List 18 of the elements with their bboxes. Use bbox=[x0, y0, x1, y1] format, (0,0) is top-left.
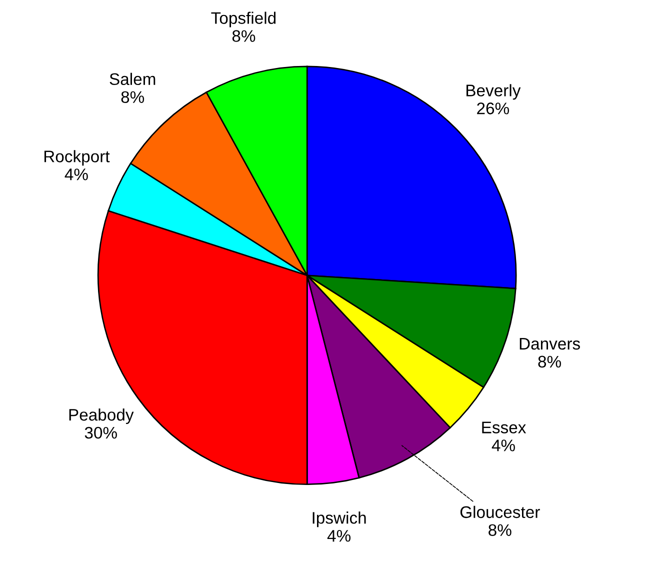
data-label: 4% bbox=[64, 168, 88, 180]
data-label: 4% bbox=[492, 440, 515, 452]
slice-label: Gloucester bbox=[460, 506, 540, 518]
data-label: 26% bbox=[477, 102, 510, 114]
slice-label: Peabody bbox=[69, 408, 134, 424]
data-label: 30% bbox=[84, 426, 117, 439]
slice-label: Topsfield bbox=[211, 12, 276, 28]
data-label: 8% bbox=[232, 30, 256, 42]
slice-label: Salem bbox=[110, 72, 156, 86]
slice-label: Ipswich bbox=[312, 512, 366, 528]
data-label: 8% bbox=[538, 356, 561, 368]
data-label: 4% bbox=[327, 530, 351, 542]
data-label: 8% bbox=[121, 91, 144, 104]
slice-label: Beverly bbox=[466, 84, 521, 100]
slice-label: Rockport bbox=[44, 150, 110, 166]
slice-label: Danvers bbox=[520, 338, 580, 350]
slice-label: Essex bbox=[482, 422, 526, 434]
data-label: 8% bbox=[488, 524, 512, 536]
